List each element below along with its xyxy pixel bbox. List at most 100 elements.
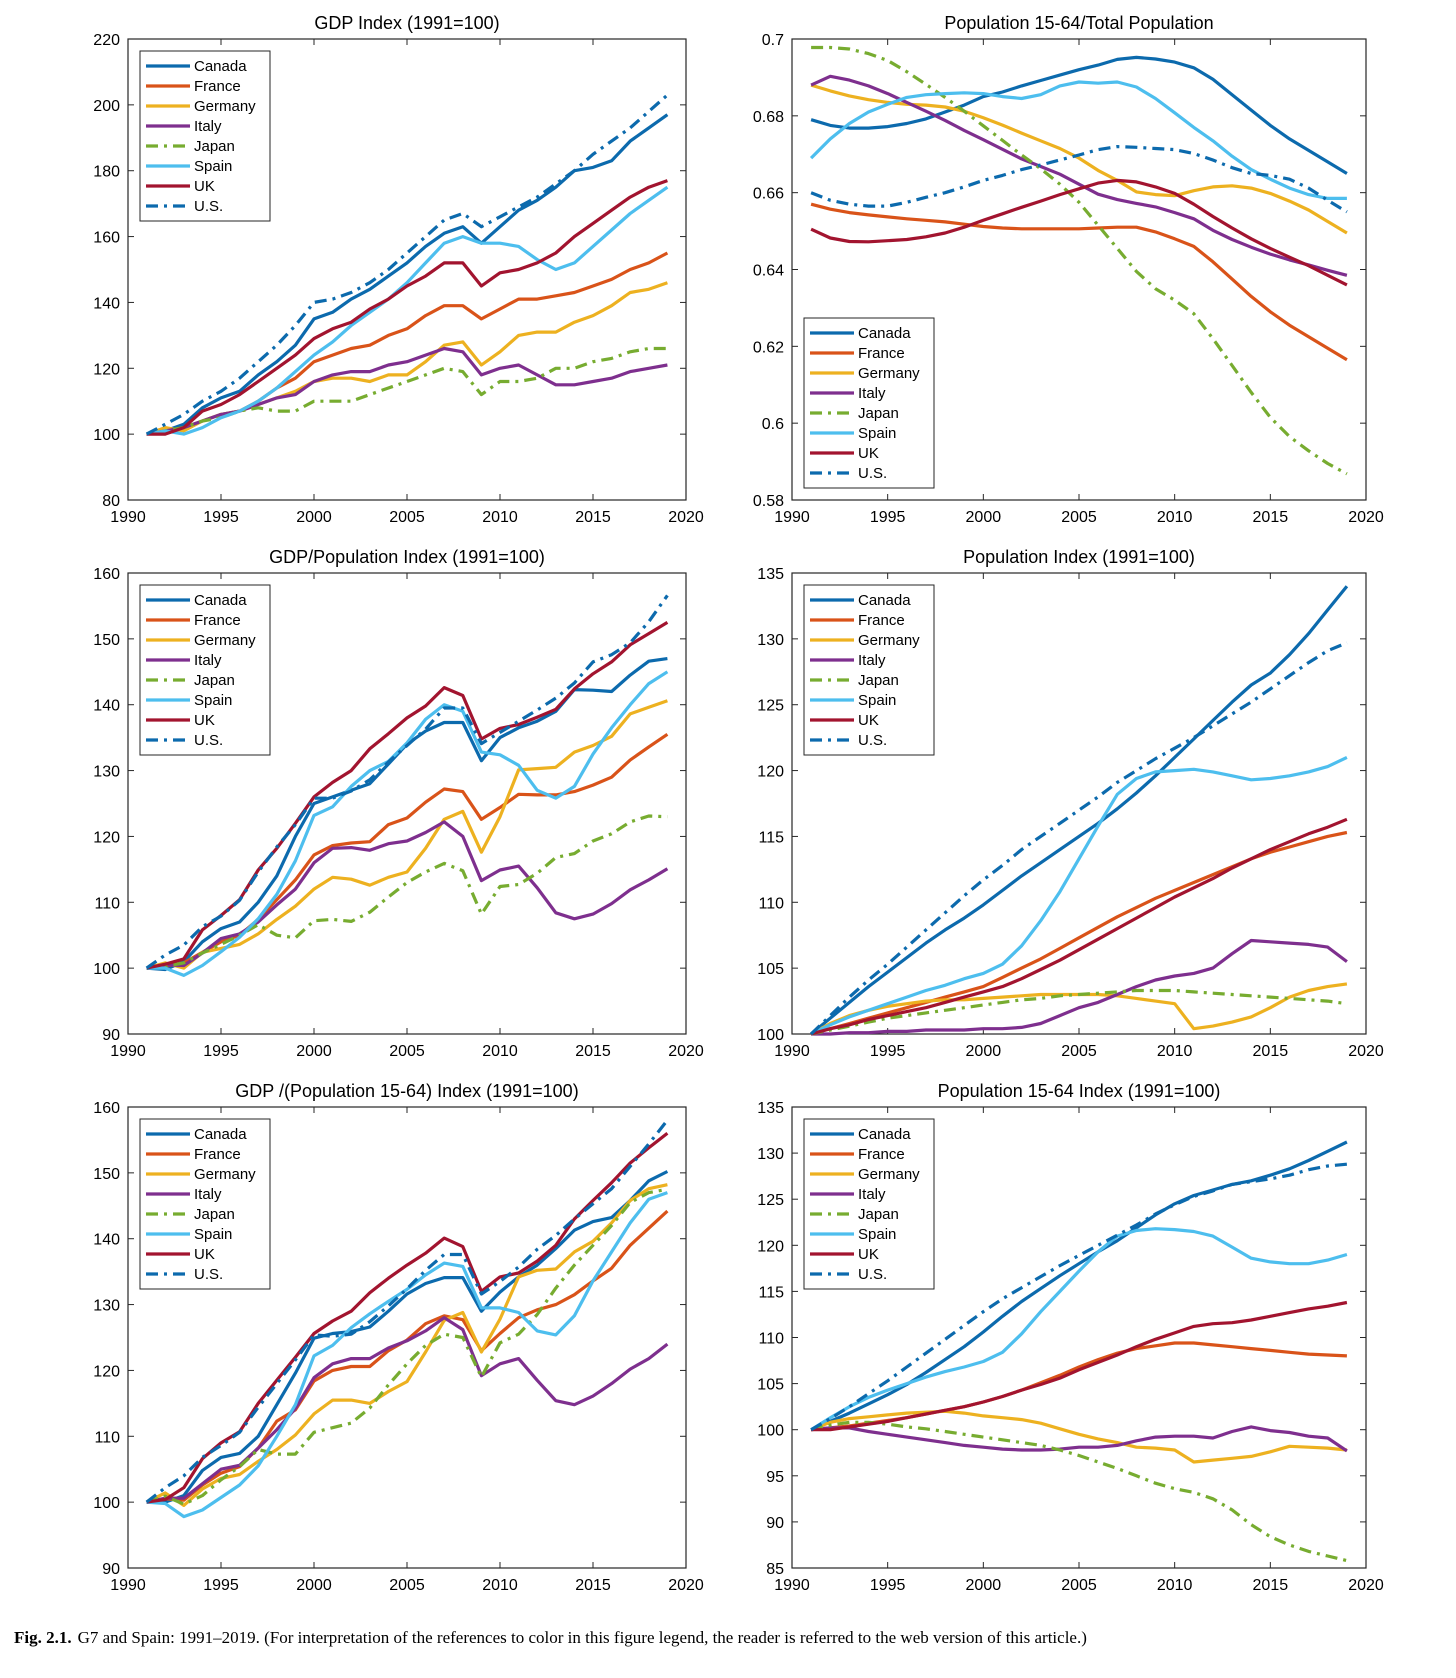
x-tick-label: 2005 (1061, 509, 1097, 526)
series-line-germany (145, 1183, 668, 1508)
x-tick-label: 1990 (110, 509, 146, 526)
legend-label-germany: Germany (194, 632, 256, 649)
x-tick-label: 1995 (203, 1577, 239, 1594)
y-tick-label: 120 (757, 1238, 784, 1255)
y-tick-label: 160 (93, 1100, 120, 1117)
series-line-italy (146, 820, 669, 970)
x-tick-label: 2005 (389, 509, 425, 526)
series-line-uk (810, 817, 1348, 1036)
x-tick-label: 1990 (774, 1577, 810, 1594)
y-tick-label: 105 (757, 961, 784, 978)
chart-panel-5: GDP /(Population 15-64) Index (1991=100)… (93, 1081, 704, 1594)
x-tick-label: 2010 (1157, 509, 1193, 526)
series-line-japan (810, 1420, 1348, 1563)
series-line-japan (146, 1187, 668, 1506)
series-line-spain (146, 1191, 668, 1519)
series-line-france (146, 732, 669, 970)
series-line-japan (146, 814, 668, 970)
y-tick-label: 95 (766, 1469, 784, 1486)
series-line-uk (146, 179, 668, 436)
figure-caption: Fig. 2.1. G7 and Spain: 1991–2019. (For i… (14, 1628, 1454, 1648)
legend-label-japan: Japan (858, 1206, 899, 1223)
y-tick-label: 110 (94, 895, 120, 912)
y-tick-label: 85 (766, 1561, 784, 1578)
legend-box (139, 1118, 271, 1290)
y-tick-label: 90 (766, 1515, 784, 1532)
chart-panel-6: Population 15-64 Index (1991=100) 1990 199… (757, 1081, 1384, 1594)
y-tick-label: 130 (93, 1298, 120, 1315)
y-tick-label: 100 (93, 961, 120, 978)
y-tick-label: 115 (758, 829, 784, 846)
y-tick-label: 120 (93, 1363, 120, 1380)
x-tick-label: 1995 (870, 509, 906, 526)
x-tick-label: 2010 (1157, 1577, 1193, 1594)
legend-label-france: France (858, 612, 905, 629)
x-tick-label: 2000 (296, 509, 332, 526)
y-tick-label: 100 (757, 1027, 784, 1044)
y-tick-label: 100 (93, 1495, 120, 1512)
y-tick-label: 130 (757, 632, 784, 649)
x-tick-label: 2020 (668, 1577, 704, 1594)
y-tick-label: 120 (93, 361, 120, 378)
legend-label-u-s: U.S. (858, 1266, 887, 1283)
legend-label-italy: Italy (858, 385, 886, 402)
y-tick-label: 180 (93, 164, 120, 181)
y-tick-label: 120 (93, 829, 120, 846)
legend-label-france: France (858, 345, 905, 362)
y-tick-label: 0.6 (762, 416, 784, 433)
y-tick-label: 150 (93, 632, 120, 649)
series-line-u-s (810, 145, 1348, 214)
legend-label-italy: Italy (858, 652, 886, 669)
series-line-japan (810, 988, 1348, 1036)
legend-label-germany: Germany (858, 632, 920, 649)
x-tick-label: 2000 (966, 509, 1002, 526)
y-tick-label: 160 (93, 566, 120, 583)
legend-label-france: France (194, 78, 241, 95)
x-tick-label: 1995 (203, 1043, 239, 1060)
series-line-u-s (809, 641, 1348, 1036)
x-tick-label: 2010 (482, 1577, 518, 1594)
legend-label-uk: UK (858, 712, 879, 729)
legend-label-italy: Italy (194, 1186, 222, 1203)
series-line-germany (810, 83, 1348, 235)
y-tick-label: 0.66 (753, 186, 784, 203)
y-tick-label: 110 (758, 1331, 784, 1348)
chart-panel-4: Population Index (1991=100) 1990 1995 2000 2… (757, 547, 1384, 1060)
y-tick-label: 135 (757, 566, 784, 583)
x-tick-label: 2005 (389, 1577, 425, 1594)
x-tick-label: 1995 (870, 1577, 906, 1594)
legend: Canada France Germany Italy Japan Spain UK U.S. (139, 1118, 271, 1290)
y-tick-label: 150 (93, 1166, 120, 1183)
y-tick-label: 110 (758, 895, 784, 912)
legend-label-germany: Germany (194, 1166, 256, 1183)
legend-label-japan: Japan (858, 405, 899, 422)
x-tick-label: 1990 (774, 509, 810, 526)
legend-label-canada: Canada (858, 1126, 911, 1143)
x-tick-label: 2015 (575, 1577, 611, 1594)
y-tick-label: 90 (102, 1561, 120, 1578)
legend-label-spain: Spain (858, 692, 896, 709)
legend-label-japan: Japan (194, 138, 235, 155)
x-tick-label: 1995 (203, 509, 239, 526)
legend-label-u-s: U.S. (194, 198, 223, 215)
series-line-spain (810, 1227, 1348, 1432)
y-tick-label: 80 (102, 493, 120, 510)
series-line-spain (146, 185, 669, 436)
y-tick-label: 200 (93, 98, 120, 115)
series-line-germany (810, 1409, 1348, 1464)
series-line-japan (811, 45, 1348, 476)
legend-label-uk: UK (194, 712, 215, 729)
x-tick-label: 2015 (1253, 1043, 1289, 1060)
chart-title: GDP Index (1991=100) (314, 13, 499, 33)
y-tick-label: 100 (93, 427, 120, 444)
y-tick-label: 90 (102, 1027, 120, 1044)
y-tick-label: 0.58 (753, 493, 784, 510)
series-line-france (810, 202, 1348, 362)
legend-label-uk: UK (858, 445, 879, 462)
y-tick-label: 140 (93, 295, 120, 312)
x-tick-label: 2020 (1348, 1577, 1384, 1594)
y-tick-label: 160 (93, 230, 120, 247)
legend-label-spain: Spain (194, 692, 232, 709)
legend: Canada France Germany Italy Japan Spain UK U.S. (803, 584, 935, 756)
legend-box (803, 584, 935, 756)
